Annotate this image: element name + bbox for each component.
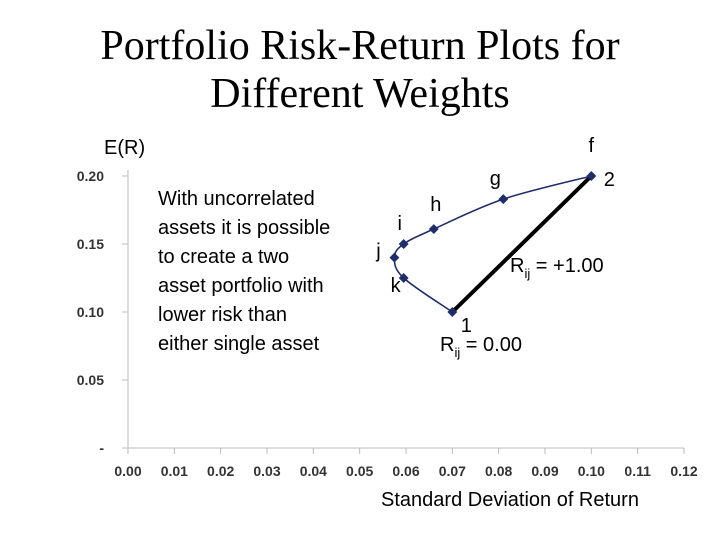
correlation-plus-one-line [450,174,593,314]
data-point-j [389,252,400,263]
y-tick-label: - [99,440,104,456]
x-tick-label: 0.09 [531,463,558,479]
title-line-2: Different Weights [210,71,510,117]
x-tick-label: 0.12 [670,463,697,479]
x-tick-label: 0.10 [578,463,605,479]
point-label-k: k [391,275,402,297]
data-point-1 [447,307,458,317]
note-line: assets it is possible [158,217,330,239]
point-label-g: g [490,168,501,190]
title-line-1: Portfolio Risk-Return Plots for [100,23,620,69]
x-tick-label: 0.03 [253,463,280,479]
x-tick-label: 0.11 [624,463,651,479]
asset-2-label: 2 [604,169,615,191]
point-label-i: i [397,213,401,235]
note-line: lower risk than [158,304,287,326]
data-point-i [398,239,409,249]
correlation-zero-curve [393,175,592,313]
x-tick-label: 0.01 [161,463,188,479]
corr-plus-one-label: Rij = +1.00 [510,255,604,281]
y-axis-label: E(R) [104,137,145,159]
chart-title: Portfolio Risk-Return Plots for Differen… [0,22,720,118]
x-tick-label: 0.06 [392,463,419,479]
annotation-note: With uncorrelated assets it is possible to… [158,188,330,355]
x-tick-label: 0.02 [207,463,234,479]
data-point-h [428,224,439,234]
note-line: With uncorrelated [158,188,315,210]
y-tick-label: 0.20 [77,168,104,184]
data-point-k [398,273,409,283]
y-tick-label: 0.15 [77,236,104,252]
data-point-g [498,194,509,205]
data-point-f [586,171,597,181]
y-tick-label: 0.10 [77,304,104,320]
x-tick-label: 0.00 [114,463,141,479]
note-line: either single asset [158,333,320,355]
x-tick-label: 0.05 [346,463,373,479]
x-tick-label: 0.08 [485,463,512,479]
x-tick-label: 0.04 [300,463,327,479]
note-line: to create a two [158,246,289,268]
note-line: asset portfolio with [158,275,324,297]
point-label-1: 1 [461,315,472,337]
point-label-h: h [430,194,441,216]
point-label-f: f [589,135,595,157]
x-tick-label: 0.07 [439,463,466,479]
corr-zero-label: Rij = 0.00 [440,334,522,360]
point-label-j: j [375,241,380,263]
x-axis-label: Standard Deviation of Return [381,489,639,511]
y-tick-label: 0.05 [77,372,104,388]
